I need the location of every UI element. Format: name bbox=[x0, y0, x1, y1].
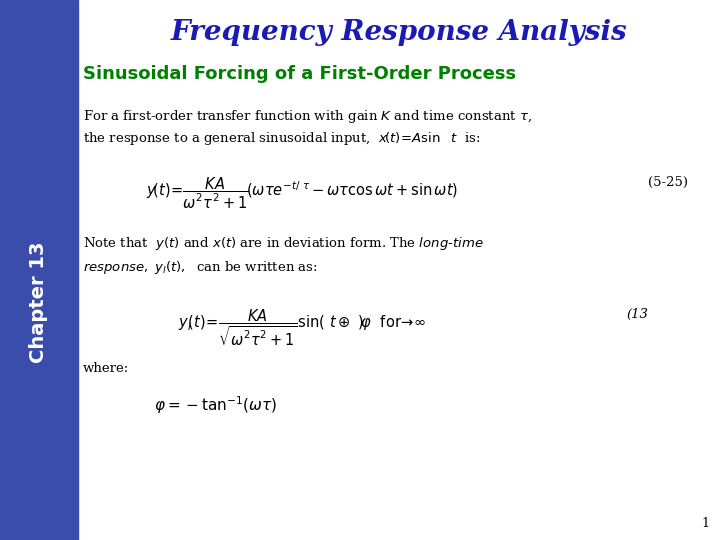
Text: $y\!\left(t\right)\!=\!\dfrac{KA}{\omega^2\tau^2+1}\!\left(\omega\tau e^{-t/\ \t: $y\!\left(t\right)\!=\!\dfrac{KA}{\omega… bbox=[146, 176, 459, 211]
Text: Note that  $y(t)$ and $x(t)$ are in deviation form. The $\mathit{long\text{-}tim: Note that $y(t)$ and $x(t)$ are in devia… bbox=[83, 235, 483, 252]
Text: 1: 1 bbox=[701, 517, 709, 530]
Text: For a first-order transfer function with gain $K$ and time constant $\tau$,: For a first-order transfer function with… bbox=[83, 108, 532, 125]
Text: (13: (13 bbox=[626, 308, 648, 321]
Text: the response to a general sinusoidal input,  $x\!\left(t\right)\!=\!A\sin\ \ t$ : the response to a general sinusoidal inp… bbox=[83, 130, 480, 146]
Text: Frequency Response Analysis: Frequency Response Analysis bbox=[171, 19, 627, 46]
Text: $\varphi=-\tan^{-1}\!\left(\omega\tau\right)$: $\varphi=-\tan^{-1}\!\left(\omega\tau\ri… bbox=[154, 394, 278, 416]
Text: Sinusoidal Forcing of a First-Order Process: Sinusoidal Forcing of a First-Order Proc… bbox=[83, 65, 516, 83]
Bar bbox=[0, 0, 78, 540]
Text: Chapter 13: Chapter 13 bbox=[30, 241, 48, 363]
Text: $y_l\!\left(t\right)\!=\!\dfrac{KA}{\sqrt{\omega^2\tau^2+1}}\sin\!\left(\ t\oplu: $y_l\!\left(t\right)\!=\!\dfrac{KA}{\sqr… bbox=[179, 308, 426, 348]
Text: where:: where: bbox=[83, 362, 129, 375]
Text: (5-25): (5-25) bbox=[648, 176, 688, 188]
Text: $\mathit{response,\ y_l(t),}$  can be written as:: $\mathit{response,\ y_l(t),}$ can be wri… bbox=[83, 259, 318, 276]
